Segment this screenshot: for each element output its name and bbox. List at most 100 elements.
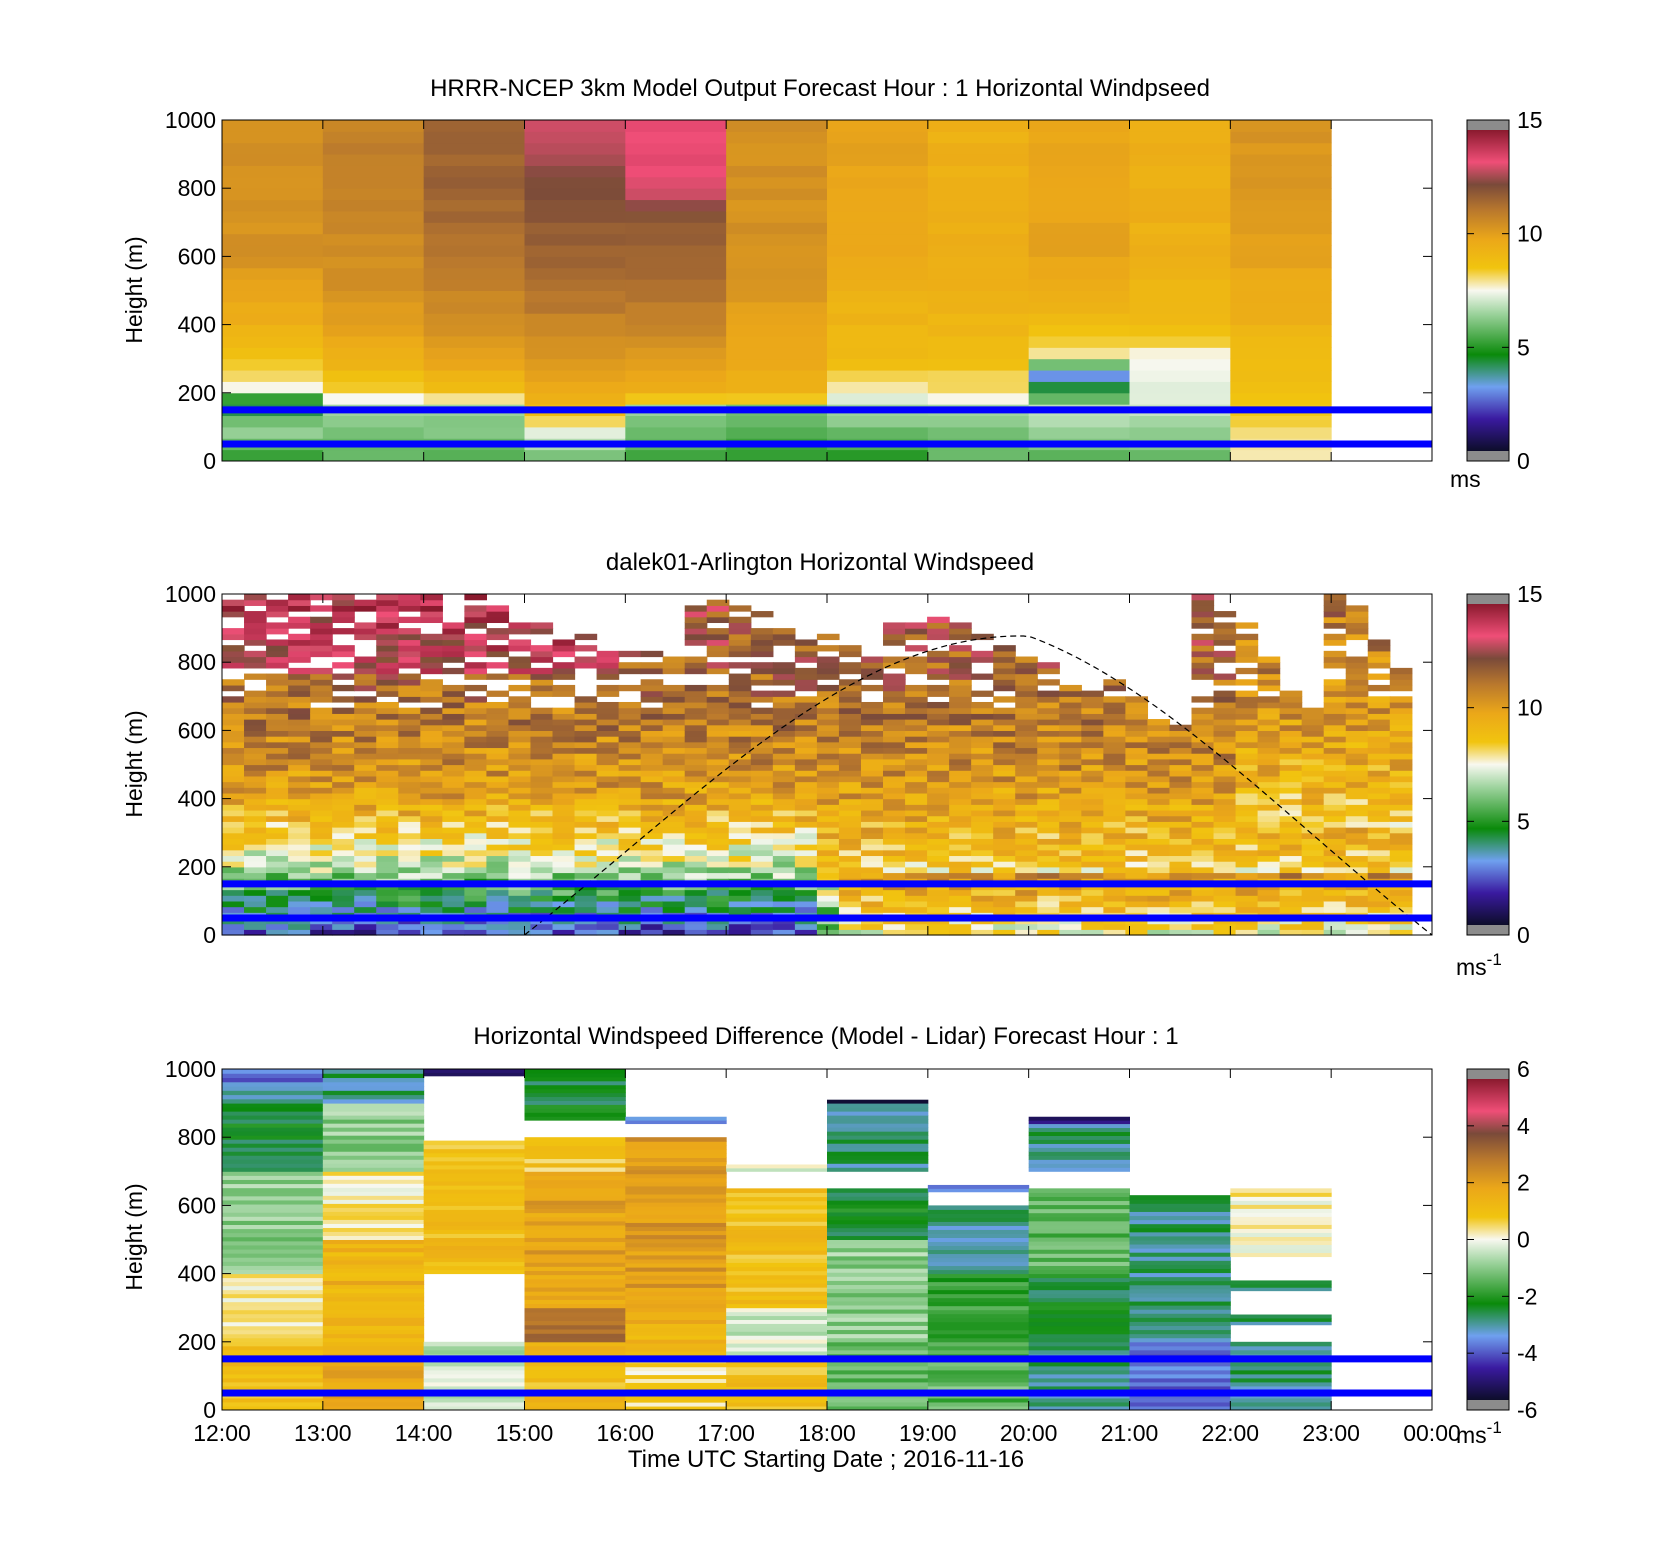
heatmap-cell xyxy=(508,929,532,936)
heatmap-cell xyxy=(1235,707,1259,714)
heatmap-cell xyxy=(838,707,862,714)
heatmap-cell xyxy=(625,1319,727,1324)
heatmap-cell xyxy=(640,815,664,822)
heatmap-cell xyxy=(486,719,510,726)
heatmap-cell xyxy=(1037,889,1060,896)
heatmap-cell xyxy=(640,838,664,845)
heatmap-cell xyxy=(1279,855,1303,862)
heatmap-cell xyxy=(376,815,399,822)
heatmap-cell xyxy=(442,832,465,839)
heatmap-cell xyxy=(772,792,796,800)
heatmap-cell xyxy=(794,849,818,857)
heatmap-cell xyxy=(596,832,620,839)
heatmap-cell xyxy=(618,895,642,902)
heatmap-cell xyxy=(1235,639,1259,646)
heatmap-cell xyxy=(794,809,818,817)
heatmap-cell xyxy=(618,929,642,936)
heatmap-cell xyxy=(486,673,510,680)
heatmap-cell xyxy=(927,809,950,817)
heatmap-cell xyxy=(1129,199,1231,212)
heatmap-cell xyxy=(1103,736,1126,743)
heatmap-cell xyxy=(1279,827,1303,834)
heatmap-cell xyxy=(354,696,377,703)
heatmap-cell xyxy=(508,906,532,913)
heatmap-cell xyxy=(971,809,994,817)
heatmap-cell xyxy=(376,792,399,800)
heatmap-cell xyxy=(1345,753,1369,760)
heatmap-cell xyxy=(332,832,355,839)
heatmap-cell xyxy=(838,844,862,851)
heatmap-cell xyxy=(244,923,267,930)
heatmap-cell xyxy=(1129,1227,1231,1233)
y-tick-label: 800 xyxy=(178,175,216,201)
heatmap-cell xyxy=(625,1386,727,1391)
heatmap-cell xyxy=(1230,1232,1332,1237)
heatmap-cell xyxy=(1191,844,1215,851)
heatmap-cell xyxy=(524,1141,626,1147)
heatmap-cell xyxy=(596,775,620,783)
heatmap-cell xyxy=(1301,844,1325,851)
heatmap-cell xyxy=(927,335,1030,348)
heatmap-cell xyxy=(750,650,774,658)
heatmap-cell xyxy=(222,1337,324,1343)
heatmap-cell xyxy=(524,1212,626,1218)
heatmap-cell xyxy=(684,809,708,817)
heatmap-cell xyxy=(726,358,828,371)
heatmap-cell xyxy=(684,775,708,783)
heatmap-cell xyxy=(1301,741,1325,749)
heatmap-cell xyxy=(1028,426,1130,439)
heatmap-cell xyxy=(322,1163,425,1168)
heatmap-cell xyxy=(1028,1401,1130,1407)
heatmap-cell xyxy=(1028,1397,1130,1403)
heatmap-cell xyxy=(423,1168,525,1174)
heatmap-cell xyxy=(464,616,488,624)
heatmap-cell xyxy=(1028,1289,1130,1295)
heatmap-cell xyxy=(927,1309,1030,1315)
heatmap-cell xyxy=(222,324,324,337)
heatmap-cell xyxy=(398,792,421,800)
heatmap-cell xyxy=(442,719,465,726)
heatmap-cell xyxy=(322,1231,425,1236)
heatmap-cell xyxy=(1345,662,1369,669)
heatmap-cell xyxy=(772,832,796,839)
heatmap-cell xyxy=(1213,838,1237,845)
heatmap-cell xyxy=(618,775,642,783)
heatmap-cell xyxy=(883,798,906,805)
heatmap-cell xyxy=(1059,787,1082,794)
heatmap-cell xyxy=(927,719,950,726)
heatmap-cell xyxy=(794,684,818,692)
heatmap-cell xyxy=(266,645,289,652)
heatmap-cell xyxy=(486,798,510,805)
heatmap-cell xyxy=(618,832,642,839)
heatmap-cell xyxy=(1191,611,1215,618)
heatmap-cell xyxy=(625,1206,727,1211)
heatmap-cell xyxy=(524,1241,626,1247)
colorbar-under-cap xyxy=(1467,1400,1509,1410)
heatmap-cell xyxy=(574,844,598,851)
heatmap-cell xyxy=(1323,872,1347,879)
x-tick-label: 12:00 xyxy=(193,1420,251,1446)
heatmap-cell xyxy=(222,1143,324,1148)
heatmap-cell xyxy=(1147,781,1171,788)
heatmap-cell xyxy=(222,301,324,314)
heatmap-cell xyxy=(838,645,862,652)
heatmap-cell xyxy=(728,696,752,703)
heatmap-cell xyxy=(706,758,730,766)
heatmap-cell xyxy=(1169,827,1193,834)
heatmap-cell xyxy=(662,804,686,811)
heatmap-cell xyxy=(750,758,774,766)
heatmap-cell xyxy=(827,1296,929,1302)
heatmap-cell xyxy=(1169,770,1193,777)
heatmap-cell xyxy=(618,815,642,822)
heatmap-cell xyxy=(838,736,862,743)
heatmap-cell xyxy=(464,906,488,913)
heatmap-cell xyxy=(816,747,840,754)
heatmap-cell xyxy=(905,724,928,731)
heatmap-cell xyxy=(794,775,818,783)
heatmap-cell xyxy=(398,764,421,771)
heatmap-cell xyxy=(827,1272,929,1277)
heatmap-cell xyxy=(310,861,333,868)
heatmap-cell xyxy=(618,781,642,788)
heatmap-cell xyxy=(420,787,443,794)
heatmap-cell xyxy=(1367,792,1391,800)
